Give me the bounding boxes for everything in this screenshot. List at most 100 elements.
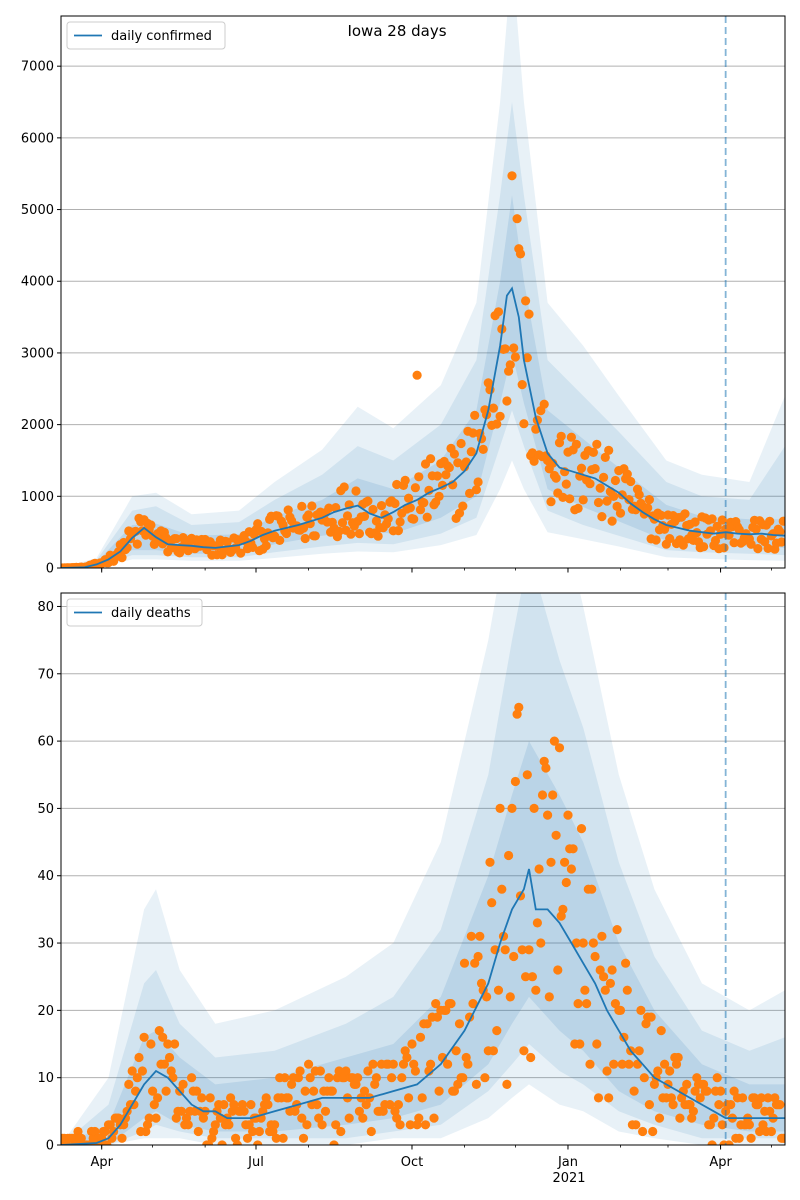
data-point (441, 470, 451, 480)
data-point (405, 503, 415, 513)
data-point (324, 1073, 334, 1083)
data-point (432, 471, 442, 481)
data-point (529, 803, 539, 814)
data-point (607, 516, 617, 526)
data-point (553, 965, 563, 975)
data-point (415, 505, 426, 515)
data-point (763, 543, 773, 554)
data-point (593, 497, 604, 508)
data-point (622, 469, 632, 479)
data-point (492, 419, 502, 429)
data-point (765, 516, 775, 526)
data-point (746, 539, 756, 549)
data-point (388, 1059, 398, 1069)
data-point (527, 972, 538, 982)
data-point (599, 972, 609, 982)
data-point (712, 1073, 722, 1083)
data-point (585, 479, 595, 489)
data-point (695, 1093, 705, 1103)
data-point (709, 1113, 719, 1123)
data-point (551, 830, 561, 840)
y-tick-label: 70 (37, 667, 54, 682)
data-point (599, 472, 609, 482)
data-point (344, 1113, 354, 1123)
data-point (517, 945, 527, 955)
data-point (580, 985, 590, 995)
data-point (778, 516, 785, 526)
data-point (419, 498, 429, 508)
data-point (563, 810, 573, 820)
data-point (431, 999, 441, 1009)
data-point (281, 528, 292, 539)
data-point (595, 483, 605, 493)
data-point (493, 985, 504, 995)
y-tick-label: 10 (37, 1071, 54, 1086)
data-point (124, 1079, 134, 1089)
data-point (522, 353, 532, 363)
data-point (515, 249, 526, 259)
data-point (385, 1100, 395, 1110)
y-tick-label: 0 (46, 562, 54, 577)
data-point (488, 1046, 498, 1056)
data-point (609, 1059, 619, 1069)
data-point (359, 1086, 370, 1096)
data-point (400, 475, 410, 485)
data-point (297, 501, 307, 511)
data-point (678, 540, 688, 550)
data-point (558, 904, 568, 915)
data-point (656, 510, 666, 520)
data-point (144, 1113, 154, 1123)
y-tick-label: 1000 (21, 490, 54, 505)
data-point (729, 1086, 739, 1096)
data-point (456, 438, 466, 449)
data-point (117, 553, 127, 563)
data-point (495, 803, 505, 814)
data-point (354, 529, 364, 539)
data-point (622, 985, 632, 995)
data-point (368, 1059, 378, 1069)
data-point (417, 1093, 427, 1103)
data-point (548, 790, 558, 800)
data-point (585, 1059, 595, 1069)
data-point (624, 495, 634, 505)
data-point (504, 850, 514, 861)
data-point (473, 951, 483, 962)
data-point (604, 445, 614, 455)
data-point (660, 524, 670, 534)
data-point (624, 1059, 634, 1069)
data-point (534, 864, 544, 874)
data-point (544, 992, 554, 1002)
data-point (178, 1079, 188, 1089)
data-point (582, 999, 592, 1009)
confirmed-panel: 0 1000 2000 3000 4000 5000 6000 7000 daily confi… (21, 15, 786, 577)
x-tick-label: Jul (247, 1155, 264, 1170)
legend-label: daily confirmed (111, 29, 212, 44)
deaths-panel: 0 10 20 30 40 50 60 70 80 Apr Jul Oct Jan Apr daily de… (37, 592, 786, 1170)
data-point (536, 938, 546, 948)
data-point (710, 535, 721, 546)
data-point (571, 938, 582, 948)
data-point (714, 1100, 724, 1110)
median-line (61, 286, 785, 568)
data-point (612, 925, 622, 935)
data-point (283, 505, 293, 515)
data-point (146, 520, 156, 530)
data-point (305, 1073, 315, 1083)
y-tick-label: 30 (37, 937, 54, 952)
data-point (405, 1120, 415, 1130)
data-point (146, 1039, 156, 1049)
data-point (295, 1066, 305, 1076)
y-tick-label: 60 (37, 735, 54, 750)
data-point (300, 533, 310, 544)
x-year-label: 2021 (552, 1171, 585, 1186)
data-point (571, 439, 582, 449)
data-point (153, 1093, 163, 1103)
data-point (631, 505, 641, 515)
data-point (471, 485, 481, 495)
data-point (414, 472, 424, 482)
data-point (90, 1126, 100, 1137)
data-point (507, 171, 517, 181)
data-point (519, 1046, 529, 1056)
data-point (449, 449, 459, 459)
